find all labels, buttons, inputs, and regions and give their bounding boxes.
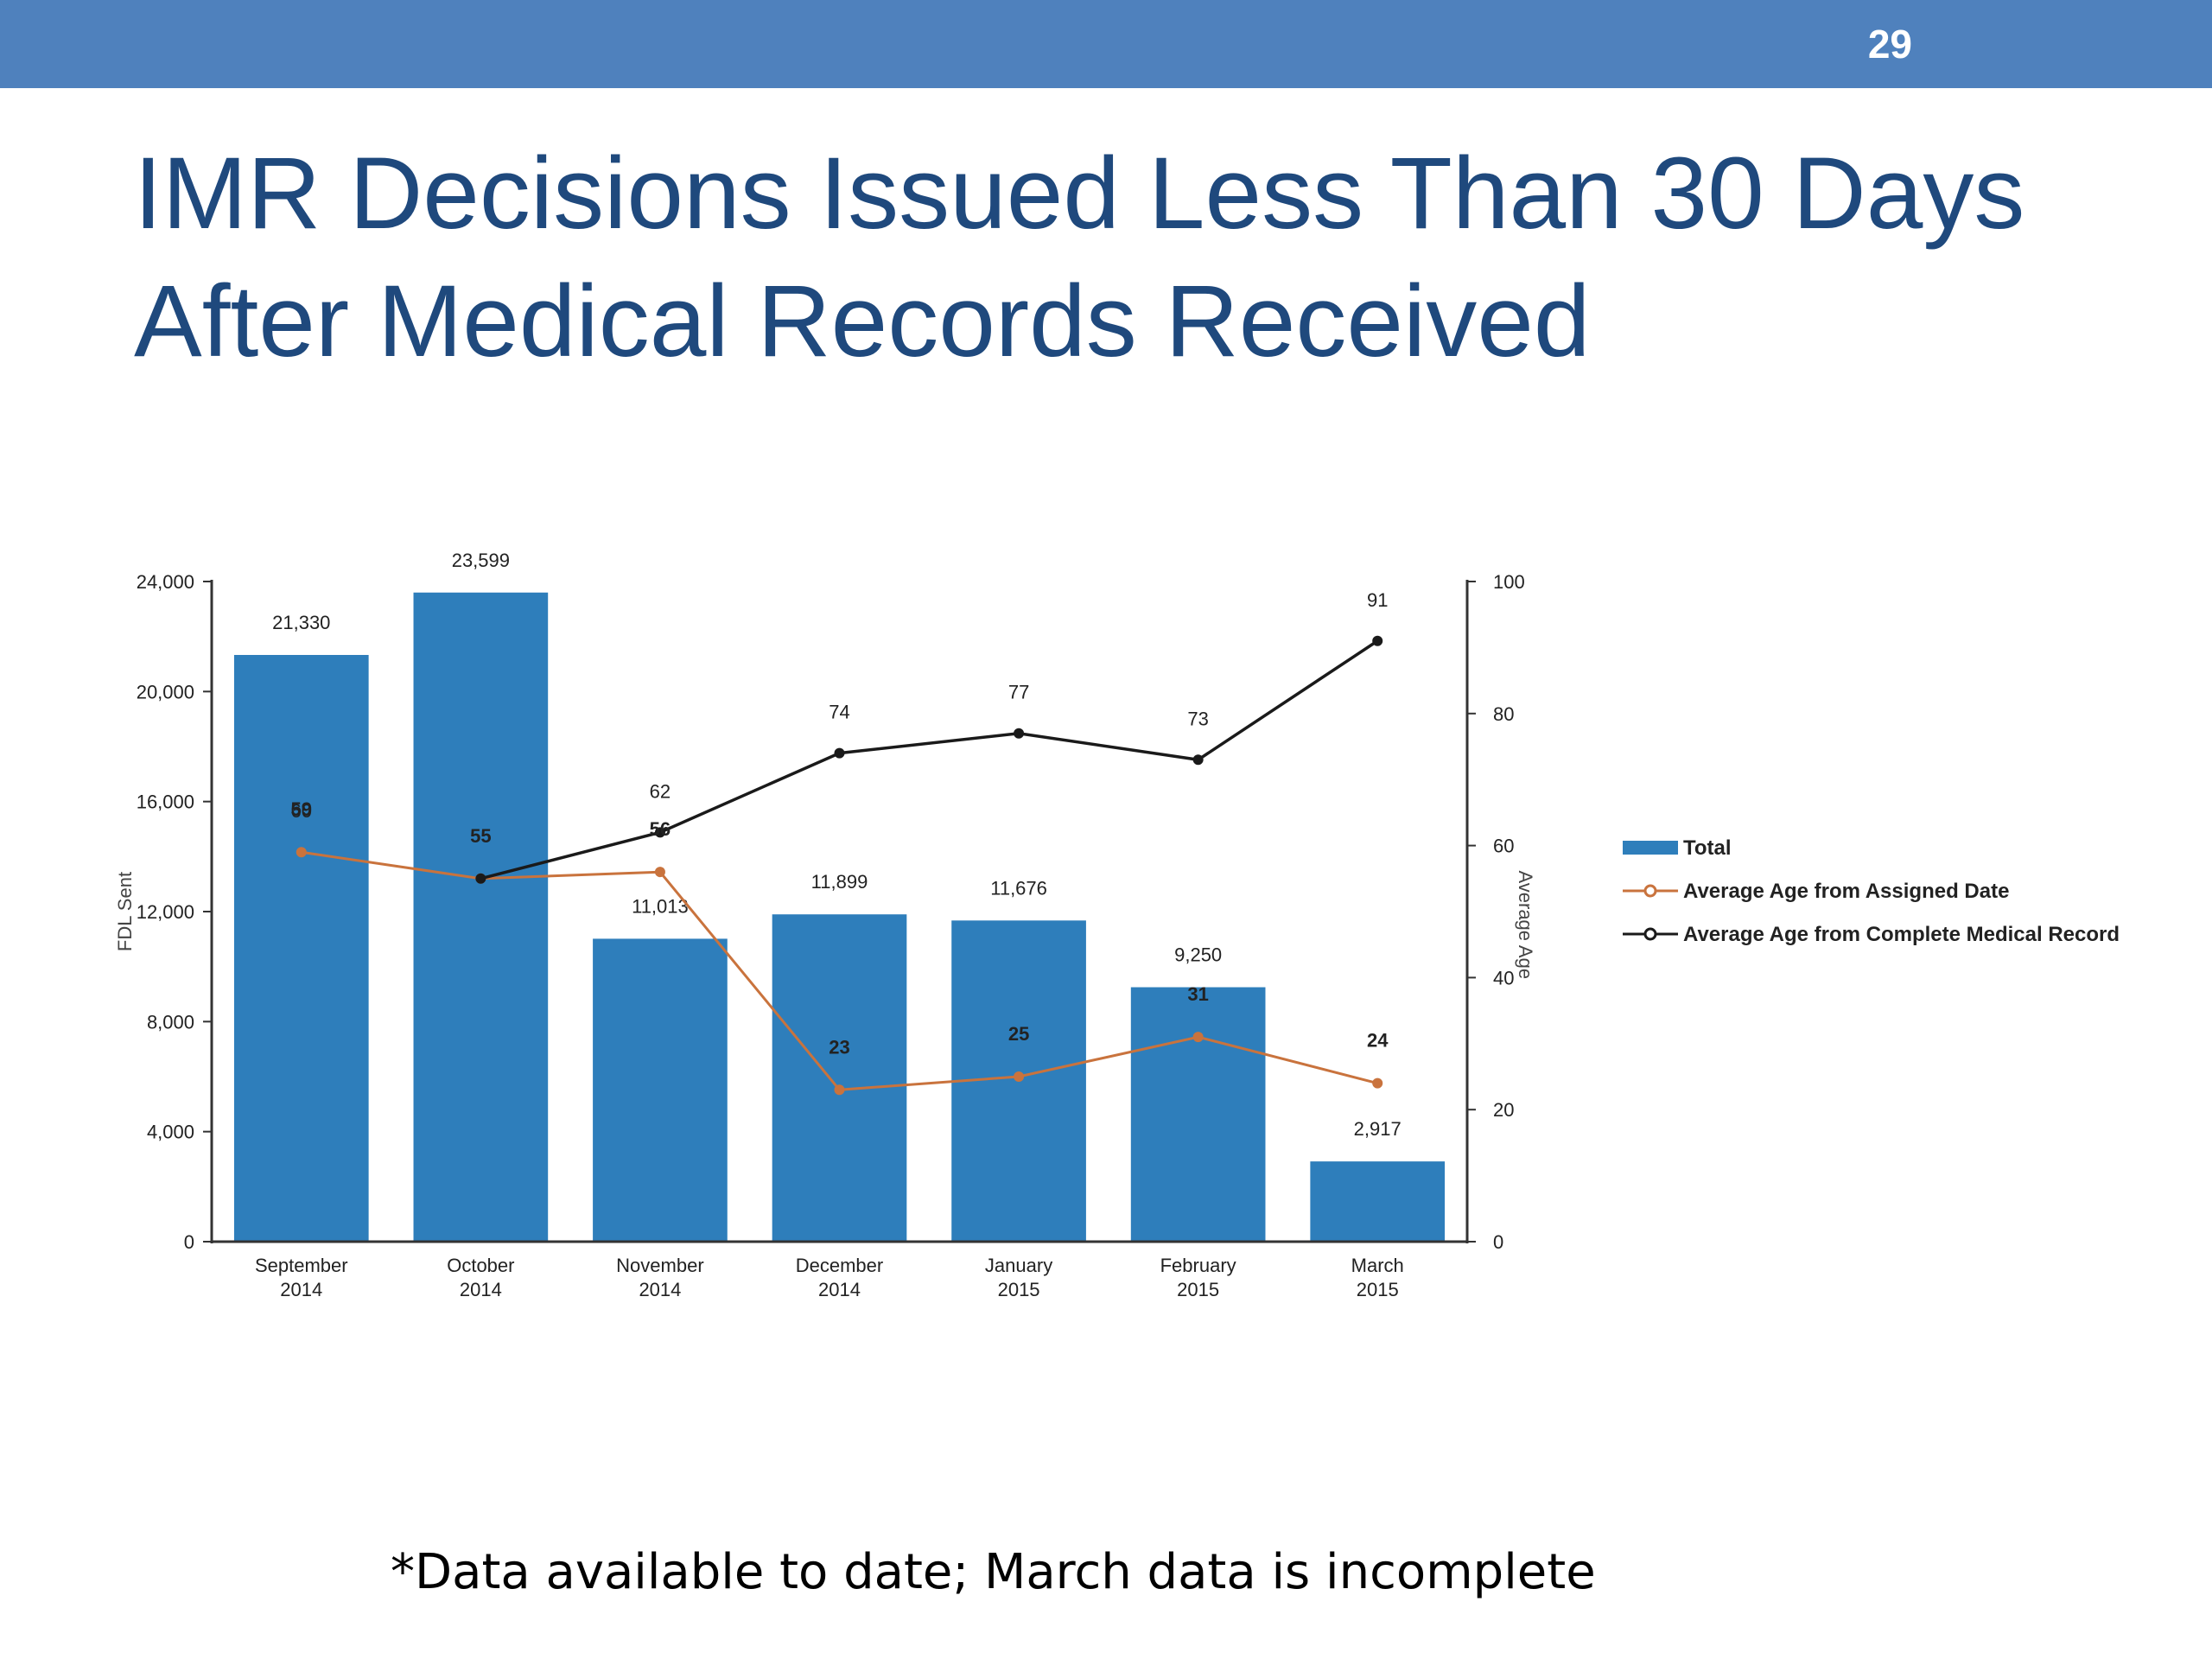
point-complete-record <box>654 827 665 838</box>
y-axis-title: FDL Sent <box>114 872 136 951</box>
x-tick-label: February <box>1160 1255 1236 1276</box>
complete-value-label: 77 <box>1008 682 1029 703</box>
x-tick-label-year: 2014 <box>818 1279 861 1300</box>
bar-value-label: 9,250 <box>1174 944 1222 966</box>
bar-value-label: 11,676 <box>990 877 1047 899</box>
point-assigned-date <box>296 847 307 858</box>
y-tick-label: 12,000 <box>137 901 194 923</box>
legend-swatch-marker <box>1643 927 1657 941</box>
y2-tick-label: 0 <box>1493 1231 1503 1253</box>
assigned-value-label: 23 <box>829 1036 849 1058</box>
y2-tick-label: 100 <box>1493 571 1525 593</box>
y2-tick-label: 80 <box>1493 703 1514 725</box>
bar-value-label: 11,899 <box>811 871 868 893</box>
y-tick-label: 24,000 <box>137 571 194 593</box>
bar-value-label: 2,917 <box>1354 1118 1402 1140</box>
x-tick-label-year: 2014 <box>460 1279 502 1300</box>
y2-tick-label: 60 <box>1493 836 1514 857</box>
bar-total <box>1310 1161 1446 1242</box>
x-tick-label: October <box>447 1255 514 1276</box>
complete-value-label: 62 <box>650 780 671 802</box>
complete-value-label: 60 <box>291 800 312 822</box>
y-tick-label: 20,000 <box>137 681 194 702</box>
y-tick-label: 16,000 <box>137 791 194 813</box>
y2-tick-label: 40 <box>1493 967 1514 988</box>
y2-axis-title: Average Age <box>1515 870 1536 979</box>
bar-total <box>233 654 369 1242</box>
x-tick-label-year: 2014 <box>280 1279 322 1300</box>
legend-swatch-marker <box>1643 884 1657 898</box>
x-tick-label-year: 2014 <box>639 1279 681 1300</box>
point-assigned-date <box>1372 1077 1383 1089</box>
y-tick-label: 8,000 <box>147 1011 194 1033</box>
complete-value-label: 74 <box>829 702 849 723</box>
header-bar: 29 <box>0 0 2212 88</box>
bar-total <box>413 592 549 1242</box>
point-assigned-date <box>834 1084 845 1096</box>
x-tick-label-year: 2015 <box>1177 1279 1219 1300</box>
assigned-value-label: 59 <box>291 798 312 820</box>
combo-chart: 0 4,000 8,000 12,000 16,000 20,000 24,000 0 20 40… <box>114 550 2120 1300</box>
bar-value-label: 11,013 <box>632 895 689 917</box>
bar-value-label: 23,599 <box>452 550 510 571</box>
line-complete-record <box>480 639 1379 880</box>
bar-value-label: 21,330 <box>272 612 330 633</box>
x-tick-label: March <box>1351 1255 1404 1276</box>
x-tick-label-year: 2015 <box>998 1279 1040 1300</box>
slide-title: IMR Decisions Issued Less Than 30 Days A… <box>134 130 2121 385</box>
assigned-value-label: 24 <box>1367 1030 1389 1052</box>
point-complete-record <box>834 747 845 759</box>
x-tick-label: January <box>985 1255 1052 1276</box>
y-tick-label: 4,000 <box>147 1122 194 1143</box>
complete-value-label: 73 <box>1187 708 1208 729</box>
x-tick-label: September <box>255 1255 348 1276</box>
point-assigned-date <box>1014 1071 1025 1082</box>
point-assigned-date <box>1192 1032 1204 1043</box>
bar-total <box>593 938 728 1242</box>
title-line-1: IMR Decisions Issued Less Than 30 Days <box>134 137 2025 251</box>
point-complete-record <box>475 873 486 884</box>
x-tick-label: November <box>616 1255 703 1276</box>
complete-value-label: 91 <box>1367 589 1388 611</box>
legend-label-line: Average Age from Assigned Date <box>1683 880 2009 903</box>
bar-total <box>772 914 907 1242</box>
assigned-value-label: 31 <box>1187 983 1208 1005</box>
slide-number: 29 <box>1867 22 1912 67</box>
point-assigned-date <box>654 867 665 878</box>
title-line-2: After Medical Records Received <box>134 264 1591 378</box>
y-tick-label: 0 <box>184 1231 194 1253</box>
point-complete-record <box>1372 635 1383 646</box>
assigned-value-label: 25 <box>1008 1023 1029 1045</box>
assigned-value-label: 56 <box>650 818 671 840</box>
x-tick-label: December <box>796 1255 883 1276</box>
point-complete-record <box>1192 754 1204 766</box>
legend-label-line: Average Age from Complete Medical Record <box>1683 923 2120 946</box>
x-tick-label-year: 2015 <box>1357 1279 1399 1300</box>
legend-swatch-total <box>1623 841 1678 855</box>
assigned-value-label: 55 <box>470 825 491 847</box>
point-complete-record <box>1014 728 1025 739</box>
y2-tick-label: 20 <box>1493 1099 1514 1121</box>
legend-label-total: Total <box>1683 836 1732 860</box>
footnote: *Data available to date; March data is i… <box>391 1544 1596 1600</box>
bar-total <box>1130 987 1266 1242</box>
